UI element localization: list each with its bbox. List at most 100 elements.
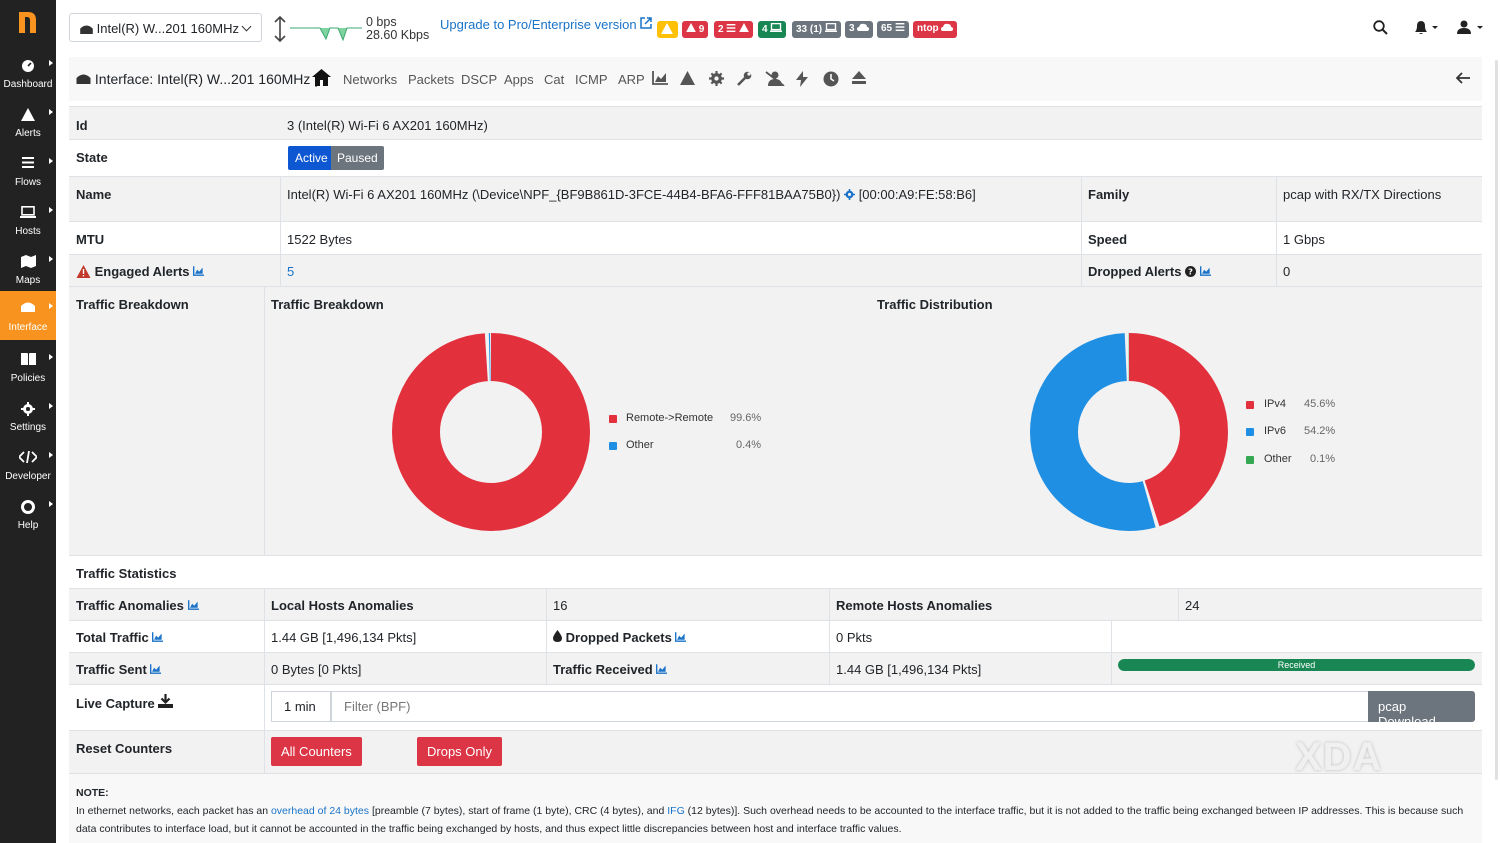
sidebar-item-dashboard[interactable]: Dashboard (0, 48, 56, 97)
legend-label: IPv6 (1264, 425, 1287, 437)
state-paused-button[interactable]: Paused (331, 146, 384, 170)
throughput-sparkline (290, 27, 362, 42)
warning-icon[interactable] (680, 71, 695, 85)
bolt-icon[interactable] (796, 71, 808, 87)
hosts-badge[interactable]: 33 (1) (792, 21, 841, 38)
chart-area-icon[interactable] (675, 632, 687, 642)
question-circle-icon[interactable]: ? (1185, 266, 1197, 277)
alerts-badge[interactable]: 9 (682, 21, 709, 38)
mtu-label: MTU (76, 232, 105, 247)
row-sent-received: Traffic Sent 0 Bytes [0 Pkts] Traffic Re… (69, 652, 1482, 684)
legend-swatch (1246, 428, 1254, 436)
donut-slice-ipv6[interactable] (1030, 333, 1228, 531)
gear-icon[interactable] (844, 189, 856, 200)
legend-percent: 0.4% (736, 439, 762, 451)
remote-hosts-badge[interactable]: 3 (845, 21, 874, 38)
sidebar-item-alerts[interactable]: Alerts (0, 97, 56, 146)
capture-duration-input[interactable]: 1 min (271, 691, 331, 722)
sidebar-item-policies[interactable]: Policies (0, 342, 56, 391)
ethernet-icon (76, 74, 91, 84)
book-icon (20, 353, 36, 365)
tab-packets[interactable]: Packets (408, 72, 455, 87)
user-icon[interactable] (1457, 20, 1485, 35)
warning-badge[interactable] (657, 21, 678, 38)
sidebar: Dashboard Alerts Flows Hosts Maps Interf… (0, 0, 56, 843)
gear-icon[interactable] (709, 71, 724, 86)
tab-networks[interactable]: Networks (343, 72, 398, 87)
chart-area-icon[interactable] (187, 600, 199, 610)
list-icon (22, 157, 34, 168)
donut-slice-remote-remote[interactable] (392, 333, 590, 531)
legend-label: Other (1264, 453, 1292, 465)
home-icon[interactable] (312, 69, 331, 86)
legend-percent: 45.6% (1304, 398, 1336, 410)
tab-arp[interactable]: ARP (618, 72, 645, 87)
tab-icmp[interactable]: ICMP (575, 72, 608, 87)
badge-count: 9 (698, 24, 705, 35)
reset-all-counters-button[interactable]: All Counters (271, 737, 362, 766)
flows-badge[interactable]: 65 (877, 21, 909, 38)
chart-area-icon[interactable] (652, 71, 668, 85)
engaged-alerts-label: Engaged Alerts (76, 264, 205, 279)
wrench-icon[interactable] (737, 71, 752, 86)
legend-swatch (609, 442, 617, 450)
scrollbar[interactable] (1495, 60, 1498, 780)
flow-alerts-badge[interactable]: 2 (714, 21, 754, 38)
engaged-alerts-value[interactable]: 5 (287, 264, 295, 279)
back-arrow-icon[interactable] (1456, 72, 1470, 84)
ifg-link[interactable]: IFG (667, 805, 685, 817)
badge-count: 3 (849, 23, 855, 34)
sidebar-item-maps[interactable]: Maps (0, 244, 56, 293)
sidebar-item-label: Maps (15, 275, 41, 286)
user-slash-icon[interactable] (765, 71, 785, 86)
overhead-link[interactable]: overhead of 24 bytes (270, 805, 370, 817)
traffic-anomalies-text: Traffic Anomalies (76, 598, 184, 613)
mac-value: [00:00:A9:FE:58:B6] (858, 187, 976, 202)
search-icon[interactable] (1373, 20, 1388, 35)
interface-select[interactable]: Intel(R) W...201 160MHz (69, 13, 262, 42)
donut-slice-ipv4[interactable] (1030, 333, 1228, 531)
chart-area-icon[interactable] (1199, 266, 1211, 276)
local-hosts-badge[interactable]: 4 (758, 21, 787, 38)
reset-counters-label: Reset Counters (76, 741, 173, 756)
lifebuoy-icon (21, 500, 35, 514)
pcap-download-button[interactable]: pcap Download (1368, 691, 1475, 729)
sidebar-item-label: Settings (9, 422, 47, 433)
ethernet-icon (21, 302, 35, 312)
legend-percent: 99.6% (730, 412, 762, 424)
received-progress: Received (1118, 659, 1475, 671)
sidebar-item-interface[interactable]: Interface (0, 291, 56, 340)
family-value: pcap with RX/TX Directions (1283, 187, 1442, 202)
ntop-cloud-badge[interactable]: ntop (913, 21, 958, 38)
clock-icon[interactable] (823, 71, 839, 87)
badge-count: 4 (762, 24, 768, 35)
sidebar-item-settings[interactable]: Settings (0, 391, 56, 440)
sidebar-item-hosts[interactable]: Hosts (0, 195, 56, 244)
live-capture-label: Live Capture (76, 694, 174, 711)
chart-area-icon[interactable] (656, 664, 668, 674)
tab-apps[interactable]: Apps (504, 72, 534, 87)
reset-drops-only-button[interactable]: Drops Only (417, 737, 503, 766)
tab-cat[interactable]: Cat (544, 72, 565, 87)
row-total-traffic: Total Traffic 1.44 GB [1,496,134 Pkts] D… (69, 620, 1482, 652)
upgrade-link[interactable]: Upgrade to Pro/Enterprise version (440, 17, 652, 32)
family-label: Family (1088, 187, 1130, 202)
upgrade-link-text: Upgrade to Pro/Enterprise version (440, 17, 637, 32)
sidebar-item-developer[interactable]: Developer (0, 440, 56, 489)
state-active-button[interactable]: Active (288, 146, 335, 170)
tab-dscp[interactable]: DSCP (461, 72, 498, 87)
badge-count: 33 (1) (796, 24, 823, 35)
external-link-icon (640, 17, 652, 29)
eject-icon[interactable] (851, 71, 867, 85)
row-traffic-statistics: Traffic Statistics (69, 555, 1482, 588)
bpf-filter-input[interactable]: Filter (BPF) (331, 691, 1369, 722)
dropped-packets-text: Dropped Packets (565, 630, 672, 645)
sidebar-item-help[interactable]: Help (0, 489, 56, 538)
ntop-logo[interactable] (14, 8, 42, 36)
chart-area-icon[interactable] (150, 664, 162, 674)
bell-icon[interactable] (1414, 20, 1440, 35)
sidebar-item-flows[interactable]: Flows (0, 146, 56, 195)
total-traffic-label: Total Traffic (76, 630, 164, 645)
chart-area-icon[interactable] (193, 266, 205, 276)
chart-area-icon[interactable] (152, 632, 164, 642)
